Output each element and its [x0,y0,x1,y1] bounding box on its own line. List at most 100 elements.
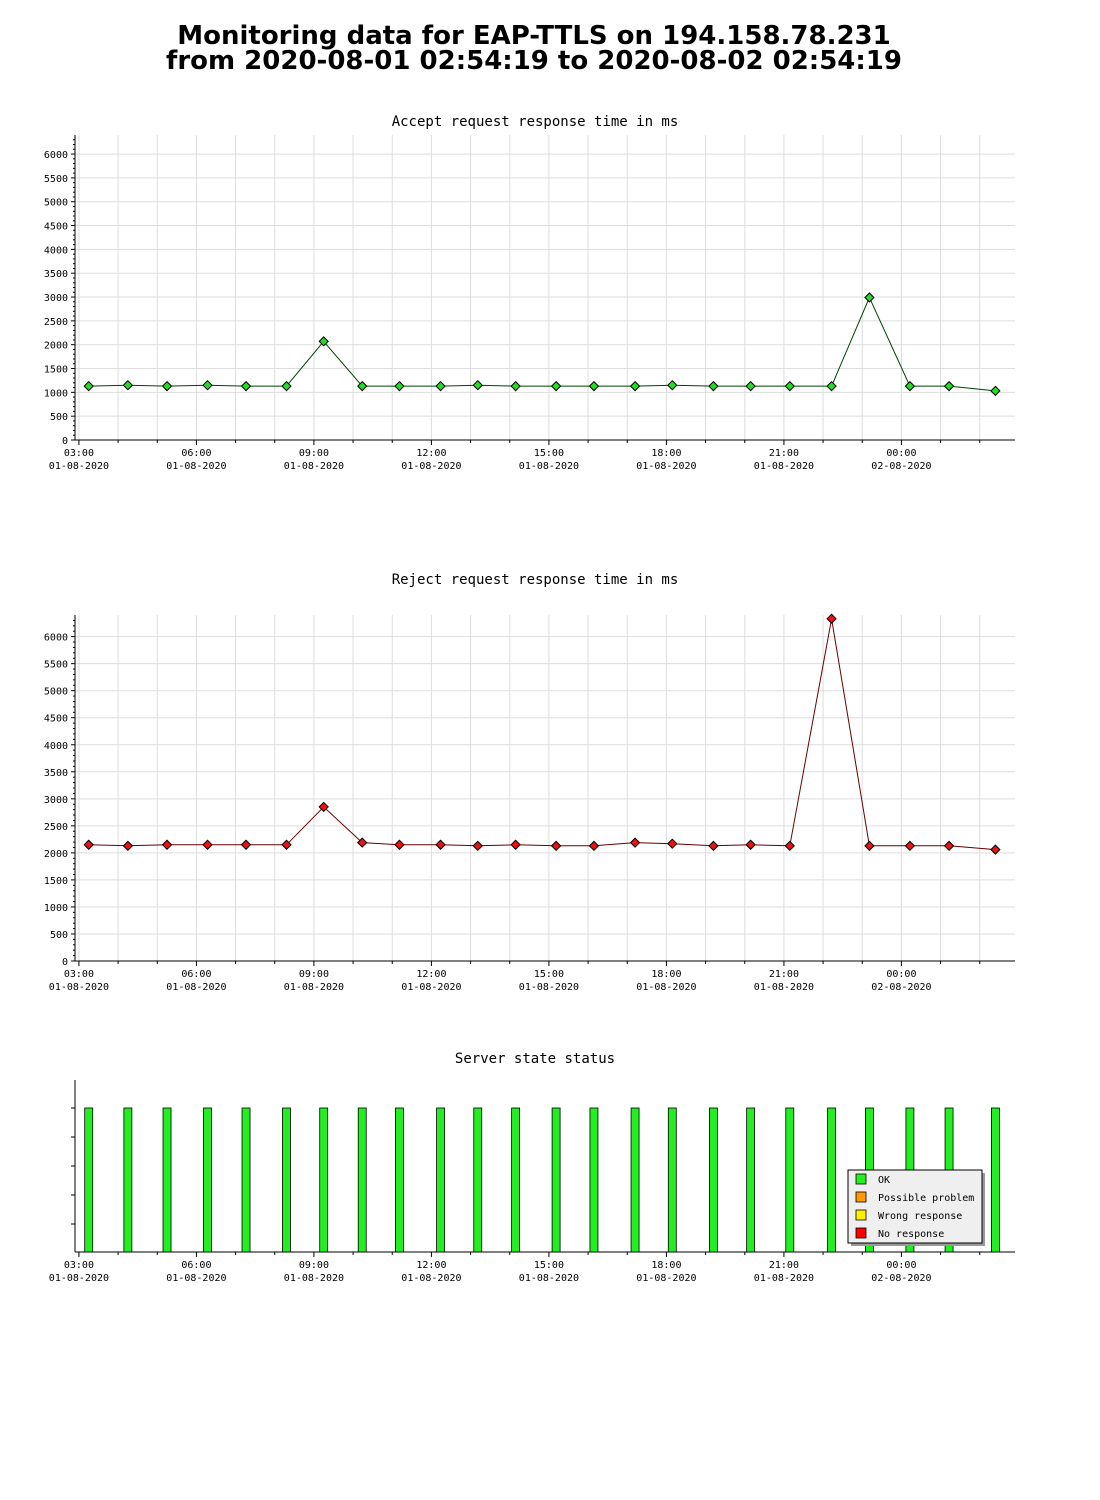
y-tick-label: 500 [50,930,68,941]
y-tick-label: 5500 [44,660,68,671]
data-point [318,336,329,347]
y-tick-label: 1000 [44,903,68,914]
legend-ok-swatch [855,1173,867,1185]
x-tick-label-date: 01-08-2020 [519,461,579,472]
data-point [784,840,795,852]
status-bar [123,1107,133,1253]
data-point [318,801,329,813]
data-point [394,380,405,392]
data-point [784,380,795,392]
x-tick-label-time: 09:00 [299,448,329,459]
data-point [708,380,719,392]
data-point [240,839,252,850]
data-point [943,840,955,852]
x-tick-label-time: 18:00 [651,969,681,980]
y-tick-label: 2000 [44,849,68,860]
status-bar [162,1107,172,1253]
page-title-line2: from 2020-08-01 02:54:19 to 2020-08-02 0… [166,46,902,76]
legend-possible-problem-swatch [855,1191,867,1203]
x-tick-label-time: 15:00 [534,448,564,459]
x-tick-label-date: 01-08-2020 [636,1273,696,1284]
x-tick-label-date: 01-08-2020 [49,1273,109,1284]
x-tick-label-date: 01-08-2020 [49,461,109,472]
x-tick-label-time: 00:00 [886,448,916,459]
status-bar [991,1107,1000,1253]
x-tick-label-time: 09:00 [299,969,329,980]
data-point [550,380,562,392]
y-tick-label: 5500 [44,174,68,185]
legend-ok-label: OK [878,1175,890,1186]
data-point [472,840,483,852]
data-point [990,844,1001,855]
x-tick-label-time: 06:00 [181,969,211,980]
status-bar [785,1107,795,1253]
data-point [629,380,641,392]
x-tick-label-date: 01-08-2020 [284,461,344,472]
x-tick-label-date: 01-08-2020 [166,461,226,472]
y-tick-label: 3500 [44,768,68,779]
x-tick-label-date: 01-08-2020 [401,1273,461,1284]
x-tick-label-date: 01-08-2020 [284,982,344,993]
data-point [435,380,446,392]
y-tick-label: 4500 [44,714,68,725]
status-bar [630,1107,640,1253]
data-point [990,385,1001,397]
x-tick-label-date: 01-08-2020 [754,461,814,472]
x-tick-label-date: 01-08-2020 [166,982,226,993]
status-chart-title: Server state status [455,1051,615,1067]
x-tick-label-date: 02-08-2020 [871,461,931,472]
status-bar [395,1107,404,1253]
x-tick-label-time: 12:00 [416,969,446,980]
data-point [161,380,173,392]
x-tick-label-time: 18:00 [651,1260,681,1271]
status-bar [357,1107,367,1253]
x-tick-label-date: 01-08-2020 [519,1273,579,1284]
legend-possible-problem-label: Possible problem [878,1193,974,1204]
x-tick-label-date: 01-08-2020 [401,461,461,472]
y-tick-label: 1500 [44,876,68,887]
data-point [83,380,94,392]
y-tick-label: 5000 [44,198,68,209]
data-point [281,380,292,392]
data-point [904,840,916,852]
series-line [88,296,996,392]
y-tick-label: 1000 [44,388,68,399]
server-status-chart: 03:00 01-08-2020 06:00 01-08-2020 09:00 01-08… [49,1080,1015,1284]
x-tick-label-time: 21:00 [769,969,799,980]
x-tick-label-time: 21:00 [769,448,799,459]
x-tick-label-time: 21:00 [769,1260,799,1271]
x-tick-label-time: 00:00 [886,1260,916,1271]
status-bar [203,1107,212,1253]
y-tick-label: 4000 [44,741,68,752]
legend-wrong-response-label: Wrong response [878,1211,962,1222]
status-bar [84,1107,94,1253]
y-tick-label: 3000 [44,293,68,304]
data-point [745,380,756,392]
status-bar [589,1107,599,1253]
data-point [240,380,252,392]
x-tick-label-date: 01-08-2020 [166,1273,226,1284]
data-point [708,840,719,852]
x-tick-label-time: 03:00 [64,1260,94,1271]
x-tick-label-time: 09:00 [299,1260,329,1271]
data-point [667,838,678,849]
y-tick-label: 1500 [44,365,68,376]
data-point [122,840,134,852]
x-tick-label-time: 06:00 [181,1260,211,1271]
status-bar [282,1107,291,1253]
reject-chart-title: Reject request response time in ms [392,572,679,588]
page-title: Monitoring data for EAP-TTLS on 194.158.… [0,23,1068,76]
reject-response-chart: 0 500 1000 1500 2000 2500 3000 3500 4000 4500 5000… [44,613,1015,993]
data-point [510,839,521,850]
y-tick-label: 6000 [44,150,68,161]
y-tick-label: 4500 [44,222,68,233]
status-bar [511,1107,521,1253]
y-tick-label: 2000 [44,341,68,352]
data-point [588,840,600,852]
x-tick-label-date: 01-08-2020 [754,982,814,993]
y-tick-label: 6000 [44,633,68,644]
status-bar [436,1107,445,1253]
data-point [943,380,955,392]
x-tick-label-date: 01-08-2020 [754,1273,814,1284]
